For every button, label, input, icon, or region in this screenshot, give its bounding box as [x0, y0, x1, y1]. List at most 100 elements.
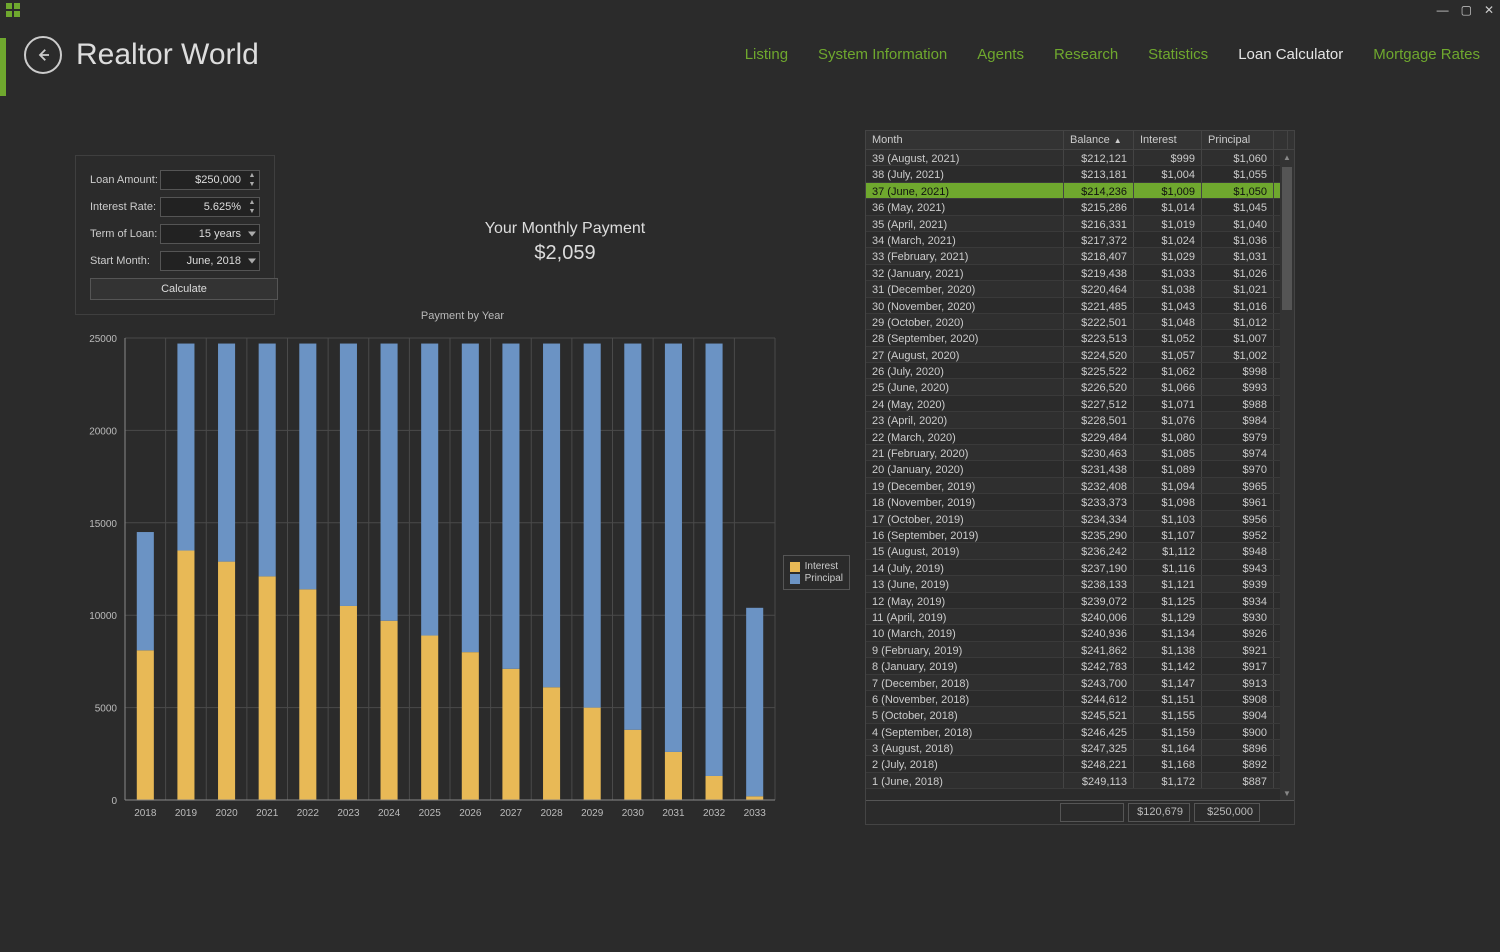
loan-amount-spinner[interactable]: ▲▼: [245, 171, 259, 189]
scroll-up-button[interactable]: ▲: [1280, 150, 1294, 164]
column-header-month[interactable]: Month: [866, 131, 1064, 149]
table-row[interactable]: 7 (December, 2018)$243,700$1,147$913: [866, 675, 1294, 691]
table-row[interactable]: 20 (January, 2020)$231,438$1,089$970: [866, 461, 1294, 477]
cell-interest: $999: [1134, 150, 1202, 165]
loan-form: Loan Amount: ▲▼ Interest Rate: ▲▼ Term o…: [75, 155, 275, 315]
cell-principal: $998: [1202, 363, 1274, 378]
cell-interest: $1,103: [1134, 511, 1202, 526]
interest-rate-spinner[interactable]: ▲▼: [245, 198, 259, 216]
cell-month: 18 (November, 2019): [866, 494, 1064, 509]
cell-month: 12 (May, 2019): [866, 593, 1064, 608]
table-row[interactable]: 12 (May, 2019)$239,072$1,125$934: [866, 593, 1294, 609]
minimize-button[interactable]: —: [1437, 3, 1449, 17]
legend-swatch-principal: [790, 574, 800, 584]
chart-title: Payment by Year: [75, 310, 850, 322]
cell-principal: $904: [1202, 707, 1274, 722]
table-row[interactable]: 6 (November, 2018)$244,612$1,151$908: [866, 691, 1294, 707]
cell-balance: $223,513: [1064, 330, 1134, 345]
table-row[interactable]: 30 (November, 2020)$221,485$1,043$1,016: [866, 298, 1294, 314]
svg-text:2023: 2023: [337, 808, 360, 819]
table-row[interactable]: 13 (June, 2019)$238,133$1,121$939: [866, 576, 1294, 592]
cell-interest: $1,085: [1134, 445, 1202, 460]
scroll-thumb[interactable]: [1282, 167, 1292, 310]
cell-balance: $217,372: [1064, 232, 1134, 247]
cell-principal: $948: [1202, 543, 1274, 558]
nav-item-mortgage-rates[interactable]: Mortgage Rates: [1373, 46, 1480, 63]
maximize-button[interactable]: ▢: [1461, 3, 1472, 17]
table-row[interactable]: 1 (June, 2018)$249,113$1,172$887: [866, 773, 1294, 789]
header: Realtor World ListingSystem InformationA…: [0, 20, 1500, 90]
column-header-balance[interactable]: Balance▲: [1064, 131, 1134, 149]
table-row[interactable]: 23 (April, 2020)$228,501$1,076$984: [866, 412, 1294, 428]
table-row[interactable]: 38 (July, 2021)$213,181$1,004$1,055: [866, 166, 1294, 182]
table-row[interactable]: 5 (October, 2018)$245,521$1,155$904: [866, 707, 1294, 723]
table-row[interactable]: 9 (February, 2019)$241,862$1,138$921: [866, 642, 1294, 658]
cell-balance: $238,133: [1064, 576, 1134, 591]
table-row[interactable]: 10 (March, 2019)$240,936$1,134$926: [866, 625, 1294, 641]
cell-principal: $961: [1202, 494, 1274, 509]
cell-balance: $226,520: [1064, 379, 1134, 394]
footer-balance: [1060, 803, 1124, 822]
nav-item-system-information[interactable]: System Information: [818, 46, 947, 63]
nav-item-loan-calculator[interactable]: Loan Calculator: [1238, 46, 1343, 63]
chevron-down-icon[interactable]: [248, 259, 256, 264]
table-row[interactable]: 36 (May, 2021)$215,286$1,014$1,045: [866, 199, 1294, 215]
cell-interest: $1,098: [1134, 494, 1202, 509]
start-month-select[interactable]: [160, 251, 260, 271]
cell-month: 27 (August, 2020): [866, 347, 1064, 362]
table-row[interactable]: 25 (June, 2020)$226,520$1,066$993: [866, 379, 1294, 395]
monthly-payment-value: $2,059: [400, 242, 730, 265]
table-row[interactable]: 26 (July, 2020)$225,522$1,062$998: [866, 363, 1294, 379]
table-row[interactable]: 18 (November, 2019)$233,373$1,098$961: [866, 494, 1294, 510]
table-row[interactable]: 8 (January, 2019)$242,783$1,142$917: [866, 658, 1294, 674]
table-row[interactable]: 15 (August, 2019)$236,242$1,112$948: [866, 543, 1294, 559]
cell-interest: $1,080: [1134, 429, 1202, 444]
table-row[interactable]: 19 (December, 2019)$232,408$1,094$965: [866, 478, 1294, 494]
scroll-down-button[interactable]: ▼: [1280, 786, 1294, 800]
column-header-principal[interactable]: Principal: [1202, 131, 1274, 149]
cell-balance: $236,242: [1064, 543, 1134, 558]
table-row[interactable]: 35 (April, 2021)$216,331$1,019$1,040: [866, 216, 1294, 232]
table-row[interactable]: 33 (February, 2021)$218,407$1,029$1,031: [866, 248, 1294, 264]
chevron-down-icon[interactable]: [248, 232, 256, 237]
term-select[interactable]: [160, 224, 260, 244]
calculate-button[interactable]: Calculate: [90, 278, 278, 300]
table-row[interactable]: 34 (March, 2021)$217,372$1,024$1,036: [866, 232, 1294, 248]
table-row[interactable]: 28 (September, 2020)$223,513$1,052$1,007: [866, 330, 1294, 346]
cell-interest: $1,129: [1134, 609, 1202, 624]
nav-item-research[interactable]: Research: [1054, 46, 1118, 63]
table-row[interactable]: 31 (December, 2020)$220,464$1,038$1,021: [866, 281, 1294, 297]
table-row[interactable]: 4 (September, 2018)$246,425$1,159$900: [866, 724, 1294, 740]
back-button[interactable]: [24, 36, 62, 74]
table-row[interactable]: 29 (October, 2020)$222,501$1,048$1,012: [866, 314, 1294, 330]
cell-month: 31 (December, 2020): [866, 281, 1064, 296]
table-row[interactable]: 21 (February, 2020)$230,463$1,085$974: [866, 445, 1294, 461]
svg-text:10000: 10000: [89, 611, 117, 622]
table-row[interactable]: 3 (August, 2018)$247,325$1,164$896: [866, 740, 1294, 756]
close-button[interactable]: ✕: [1484, 3, 1494, 17]
table-row[interactable]: 37 (June, 2021)$214,236$1,009$1,050: [866, 183, 1294, 199]
cell-balance: $243,700: [1064, 675, 1134, 690]
table-row[interactable]: 2 (July, 2018)$248,221$1,168$892: [866, 756, 1294, 772]
svg-text:2027: 2027: [500, 808, 523, 819]
table-row[interactable]: 24 (May, 2020)$227,512$1,071$988: [866, 396, 1294, 412]
table-row[interactable]: 27 (August, 2020)$224,520$1,057$1,002: [866, 347, 1294, 363]
svg-text:2031: 2031: [662, 808, 685, 819]
nav-item-agents[interactable]: Agents: [977, 46, 1024, 63]
nav-item-listing[interactable]: Listing: [745, 46, 788, 63]
nav: Listing System Information Agents Research S…: [745, 46, 1480, 63]
scrollbar[interactable]: ▲ ▼: [1280, 150, 1294, 800]
nav-item-statistics[interactable]: Statistics: [1148, 46, 1208, 63]
table-row[interactable]: 32 (January, 2021)$219,438$1,033$1,026: [866, 265, 1294, 281]
table-row[interactable]: 14 (July, 2019)$237,190$1,116$943: [866, 560, 1294, 576]
column-header-interest[interactable]: Interest: [1134, 131, 1202, 149]
svg-text:15000: 15000: [89, 519, 117, 530]
table-row[interactable]: 11 (April, 2019)$240,006$1,129$930: [866, 609, 1294, 625]
table-row[interactable]: 22 (March, 2020)$229,484$1,080$979: [866, 429, 1294, 445]
cell-principal: $956: [1202, 511, 1274, 526]
cell-balance: $239,072: [1064, 593, 1134, 608]
table-row[interactable]: 39 (August, 2021)$212,121$999$1,060: [866, 150, 1294, 166]
table-row[interactable]: 17 (October, 2019)$234,334$1,103$956: [866, 511, 1294, 527]
table-row[interactable]: 16 (September, 2019)$235,290$1,107$952: [866, 527, 1294, 543]
cell-interest: $1,112: [1134, 543, 1202, 558]
